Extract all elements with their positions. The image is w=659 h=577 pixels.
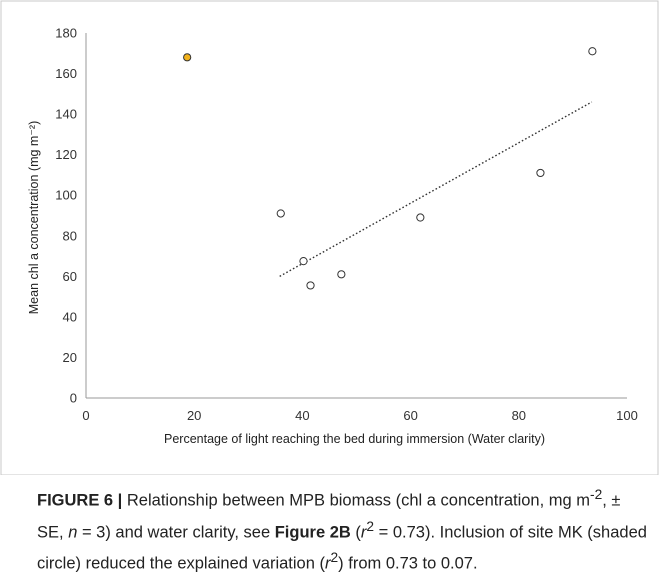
caption-figure-reference[interactable]: Figure 2B xyxy=(274,523,351,541)
y-axis-title: Mean chl a concentration (mg m⁻²) xyxy=(27,121,41,314)
data-point xyxy=(416,213,425,222)
y-tick-label: 20 xyxy=(63,350,77,365)
caption-text: , ± SE, xyxy=(37,491,621,542)
x-tick-label: 100 xyxy=(616,408,638,423)
y-tick-label: 0 xyxy=(70,391,77,406)
x-tick-label: 40 xyxy=(295,408,309,423)
caption-text: = 3) and water clarity, see xyxy=(77,523,275,541)
caption-figure-label: FIGURE 6 | xyxy=(37,491,123,510)
data-point xyxy=(337,270,346,279)
caption-superscript: 2 xyxy=(330,550,339,565)
y-tick-label: 120 xyxy=(55,147,77,162)
x-tick-label: 80 xyxy=(512,408,526,423)
caption-n-symbol: n xyxy=(68,523,78,541)
x-axis-title: Percentage of light reaching the bed dur… xyxy=(164,432,545,446)
data-point xyxy=(536,168,545,178)
y-tick-label: 40 xyxy=(63,309,77,324)
y-tick-label: 80 xyxy=(63,228,77,243)
x-tick-label: 60 xyxy=(403,408,417,423)
y-tick-label: 60 xyxy=(63,269,77,284)
caption-text: ( xyxy=(350,523,361,541)
caption-r-symbol: r xyxy=(360,523,367,541)
y-tick-label: 100 xyxy=(55,188,77,203)
figure-caption: FIGURE 6 | Relationship between MPB biom… xyxy=(37,482,647,577)
x-tick-label: 20 xyxy=(187,408,201,423)
caption-superscript: 2 xyxy=(366,518,375,534)
y-tick-label: 140 xyxy=(55,107,77,122)
y-tick-label: 160 xyxy=(55,66,77,81)
scatter-chart: 0 20 40 60 80 100 0 20 40 60 80 100 120 140 160 180 Pe… xyxy=(0,0,659,475)
data-point-shaded xyxy=(183,53,192,62)
data-point xyxy=(276,209,285,218)
caption-superscript: -2 xyxy=(590,487,603,502)
caption-r-symbol: r xyxy=(325,554,331,573)
x-tick-labels: 0 20 40 60 80 100 xyxy=(82,408,637,423)
trendline xyxy=(279,101,593,277)
x-tick-label: 0 xyxy=(82,408,89,423)
chart-border xyxy=(0,0,659,475)
y-tick-labels: 0 20 40 60 80 100 120 140 160 180 xyxy=(55,26,77,406)
data-point xyxy=(299,257,308,266)
data-point xyxy=(588,47,597,56)
caption-text: Relationship between MPB biomass (chl a … xyxy=(122,491,591,510)
data-point xyxy=(306,281,315,290)
y-tick-label: 180 xyxy=(55,26,77,41)
caption-text: ) from 0.73 to 0.07. xyxy=(338,554,478,573)
data-points xyxy=(183,47,597,290)
